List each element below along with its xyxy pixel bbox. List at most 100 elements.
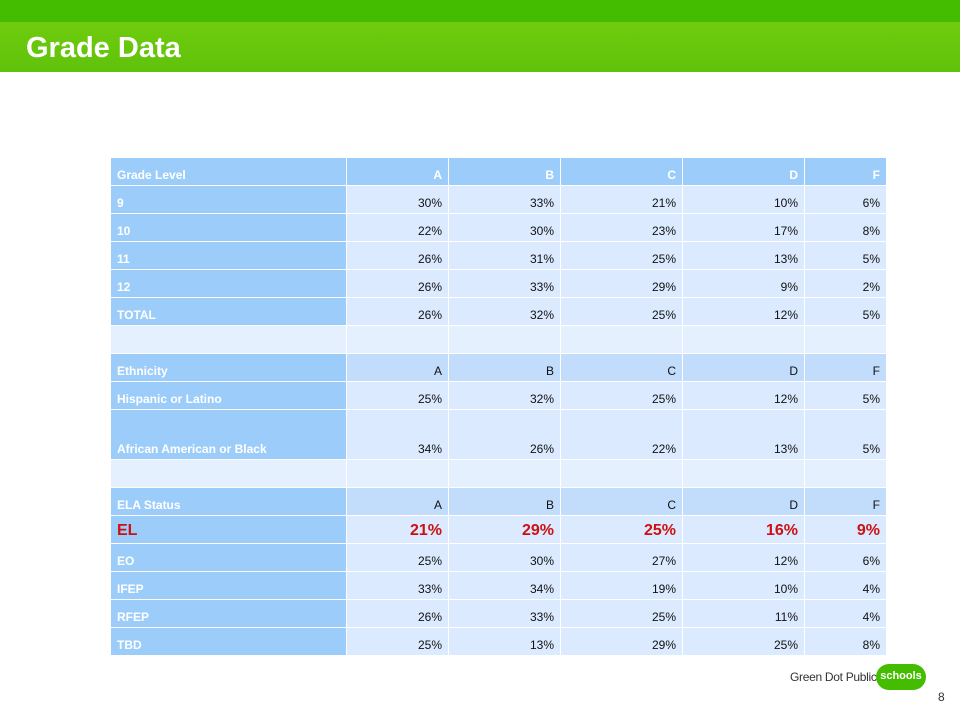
table-cell bbox=[804, 325, 887, 354]
table-row: TBD 25% 13% 29% 25% 8% bbox=[110, 627, 887, 656]
subheader-row: Ethnicity A B C D F bbox=[110, 353, 887, 382]
table-cell: 25% bbox=[346, 381, 449, 410]
row-label: TBD bbox=[110, 627, 347, 656]
table-cell bbox=[346, 325, 449, 354]
table-cell: 21% bbox=[346, 515, 449, 544]
table-header-row: Grade Level A B C D F bbox=[110, 157, 887, 186]
row-label: 11 bbox=[110, 241, 347, 270]
table-cell: 34% bbox=[448, 571, 561, 600]
subheader-cell: F bbox=[804, 487, 887, 516]
table-row: African American or Black 34% 26% 22% 13… bbox=[110, 409, 887, 460]
title-bar bbox=[0, 22, 960, 72]
table-cell: 30% bbox=[346, 185, 449, 214]
table-cell: 26% bbox=[448, 409, 561, 460]
table-cell: 33% bbox=[448, 185, 561, 214]
table-row: 9 30% 33% 21% 10% 6% bbox=[110, 185, 887, 214]
table-cell: 12% bbox=[682, 381, 805, 410]
table-cell: 9% bbox=[804, 515, 887, 544]
table-cell: 19% bbox=[560, 571, 683, 600]
row-label: Hispanic or Latino bbox=[110, 381, 347, 410]
table-cell bbox=[448, 325, 561, 354]
table-cell: 26% bbox=[346, 297, 449, 326]
subheader-cell: F bbox=[804, 353, 887, 382]
header-cell: F bbox=[804, 157, 887, 186]
table-cell: 8% bbox=[804, 213, 887, 242]
subheader-cell: B bbox=[448, 487, 561, 516]
table-cell: 31% bbox=[448, 241, 561, 270]
row-label: IFEP bbox=[110, 571, 347, 600]
green-dot-logo: Green Dot Public schools bbox=[790, 662, 930, 692]
table-cell: 22% bbox=[346, 213, 449, 242]
grade-data-table: Grade Level A B C D F 9 30% 33% 21% 10% … bbox=[110, 157, 887, 656]
table-cell bbox=[560, 325, 683, 354]
table-cell: 5% bbox=[804, 409, 887, 460]
table-cell: 12% bbox=[682, 543, 805, 572]
header-label-cell: Grade Level bbox=[110, 157, 347, 186]
table-cell: 33% bbox=[346, 571, 449, 600]
table-cell: 33% bbox=[448, 599, 561, 628]
table-cell bbox=[448, 459, 561, 488]
table-row: 10 22% 30% 23% 17% 8% bbox=[110, 213, 887, 242]
table-cell: 25% bbox=[682, 627, 805, 656]
table-cell: 6% bbox=[804, 185, 887, 214]
subheader-cell: B bbox=[448, 353, 561, 382]
table-cell: 25% bbox=[346, 627, 449, 656]
logo-highlight-text: schools bbox=[880, 670, 922, 682]
row-label: EL bbox=[110, 515, 347, 544]
table-cell: 26% bbox=[346, 599, 449, 628]
row-label: African American or Black bbox=[110, 409, 347, 460]
table-cell: 21% bbox=[560, 185, 683, 214]
slide-title: Grade Data bbox=[26, 32, 181, 64]
row-label: RFEP bbox=[110, 599, 347, 628]
table-cell: 10% bbox=[682, 185, 805, 214]
table-cell bbox=[682, 325, 805, 354]
table-cell bbox=[804, 459, 887, 488]
table-cell: 13% bbox=[682, 241, 805, 270]
table-cell: 25% bbox=[560, 599, 683, 628]
table-row: 11 26% 31% 25% 13% 5% bbox=[110, 241, 887, 270]
table-cell: 11% bbox=[682, 599, 805, 628]
header-cell: C bbox=[560, 157, 683, 186]
row-label: TOTAL bbox=[110, 297, 347, 326]
row-label: 12 bbox=[110, 269, 347, 298]
table-cell bbox=[346, 459, 449, 488]
header-cell: B bbox=[448, 157, 561, 186]
table-cell: 33% bbox=[448, 269, 561, 298]
subheader-cell: A bbox=[346, 353, 449, 382]
el-row: EL 21% 29% 25% 16% 9% bbox=[110, 515, 887, 544]
table-cell: 25% bbox=[346, 543, 449, 572]
table-cell bbox=[560, 459, 683, 488]
table-cell: 23% bbox=[560, 213, 683, 242]
table-cell: 22% bbox=[560, 409, 683, 460]
table-cell: 5% bbox=[804, 241, 887, 270]
row-label: 9 bbox=[110, 185, 347, 214]
table-cell: 30% bbox=[448, 543, 561, 572]
table-row: TOTAL 26% 32% 25% 12% 5% bbox=[110, 297, 887, 326]
table-cell: 26% bbox=[346, 241, 449, 270]
row-label bbox=[110, 325, 347, 354]
row-label: Ethnicity bbox=[110, 353, 347, 382]
table-cell: 32% bbox=[448, 297, 561, 326]
table-cell: 25% bbox=[560, 241, 683, 270]
table-cell: 9% bbox=[682, 269, 805, 298]
subheader-cell: D bbox=[682, 487, 805, 516]
row-label: 10 bbox=[110, 213, 347, 242]
table-row: RFEP 26% 33% 25% 11% 4% bbox=[110, 599, 887, 628]
row-label: EO bbox=[110, 543, 347, 572]
page-number: 8 bbox=[938, 690, 945, 704]
table-cell: 25% bbox=[560, 515, 683, 544]
table-row: EO 25% 30% 27% 12% 6% bbox=[110, 543, 887, 572]
table-cell: 5% bbox=[804, 381, 887, 410]
table-cell: 26% bbox=[346, 269, 449, 298]
table-cell: 16% bbox=[682, 515, 805, 544]
table-cell: 25% bbox=[560, 297, 683, 326]
logo-pill: schools bbox=[876, 664, 926, 690]
subheader-cell: C bbox=[560, 353, 683, 382]
table-cell: 13% bbox=[448, 627, 561, 656]
table-cell: 12% bbox=[682, 297, 805, 326]
table-cell: 5% bbox=[804, 297, 887, 326]
table-row: Hispanic or Latino 25% 32% 25% 12% 5% bbox=[110, 381, 887, 410]
table-cell: 13% bbox=[682, 409, 805, 460]
table-cell: 30% bbox=[448, 213, 561, 242]
table-cell bbox=[682, 459, 805, 488]
